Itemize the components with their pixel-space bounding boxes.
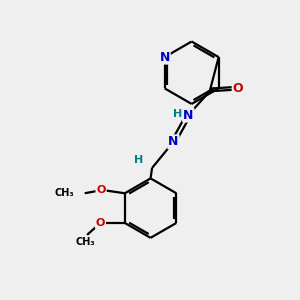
- Text: N: N: [159, 51, 170, 64]
- Text: O: O: [232, 82, 243, 95]
- Text: O: O: [96, 218, 105, 228]
- Text: N: N: [168, 135, 178, 148]
- Text: CH₃: CH₃: [76, 237, 95, 247]
- Text: N: N: [183, 109, 194, 122]
- Text: H: H: [134, 155, 143, 165]
- Text: H: H: [173, 109, 182, 118]
- Text: CH₃: CH₃: [55, 188, 74, 198]
- Text: O: O: [96, 185, 106, 195]
